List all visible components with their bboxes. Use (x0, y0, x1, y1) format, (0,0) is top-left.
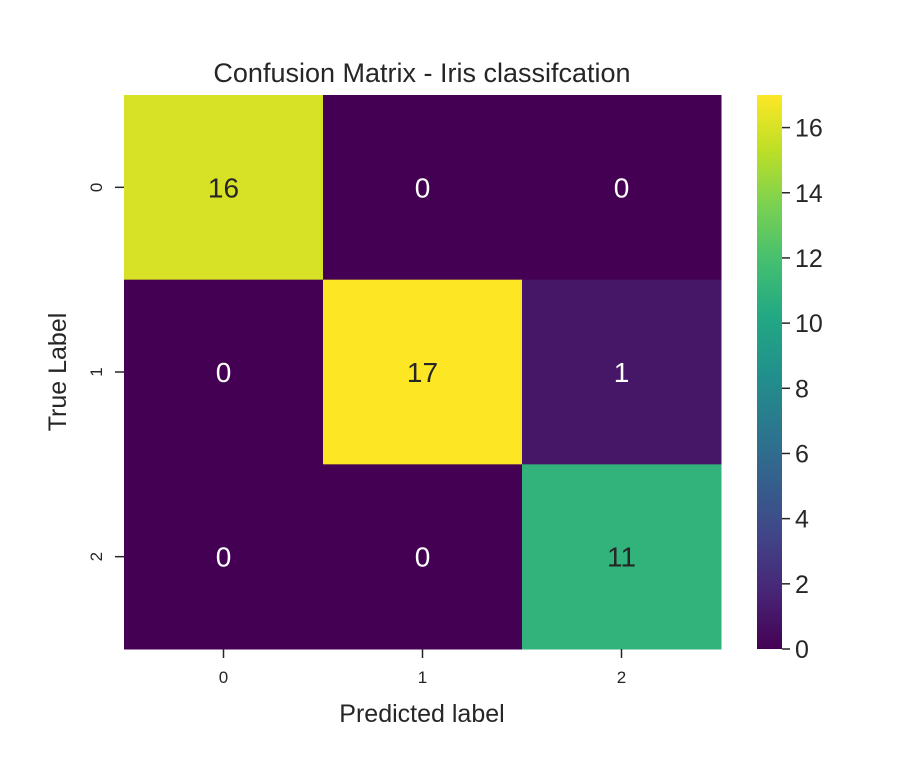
cell-value-label: 17 (407, 357, 438, 388)
heatmap-cell-labels: 16 0 0 0 17 1 0 0 11 (208, 172, 636, 572)
cell-value-label: 16 (208, 172, 239, 203)
colorbar-tick-label: 6 (795, 440, 809, 468)
colorbar-tick-label: 14 (795, 180, 823, 208)
colorbar-tick-label: 4 (795, 506, 809, 534)
colorbar-tick-label: 0 (795, 636, 809, 664)
colorbar-tick-label: 8 (795, 375, 809, 403)
cell-value-label: 0 (614, 172, 630, 203)
x-tick-label: 2 (617, 668, 626, 687)
colorbar-ticks: 0 2 4 6 8 10 12 14 16 (782, 115, 823, 664)
heatmap-cell (124, 279, 324, 465)
heatmap-cell (323, 95, 523, 281)
heatmap-cells (124, 95, 722, 650)
heatmap-cell (522, 279, 722, 465)
heatmap-cell (124, 464, 324, 650)
cell-value-label: 0 (415, 542, 431, 573)
colorbar-tick-label: 10 (795, 310, 823, 338)
heatmap-cell (522, 464, 722, 650)
x-axis-label: Predicted label (339, 700, 504, 728)
colorbar (757, 95, 782, 649)
colorbar-tick-label: 16 (795, 115, 823, 143)
y-axis-ticks: 0 1 2 (87, 183, 124, 561)
cell-value-label: 11 (607, 542, 636, 573)
heatmap-cell (323, 279, 523, 465)
chart-title: Confusion Matrix - Iris classifcation (213, 58, 630, 88)
x-tick-label: 1 (418, 668, 427, 687)
x-axis-ticks: 0 1 2 (219, 649, 626, 687)
cell-value-label: 0 (216, 542, 232, 573)
heatmap-cell (124, 95, 324, 281)
y-tick-label: 0 (87, 183, 106, 192)
heatmap-cell (323, 464, 523, 650)
y-tick-label: 1 (87, 367, 106, 376)
colorbar-tick-label: 12 (795, 245, 823, 273)
cell-value-label: 0 (415, 172, 431, 203)
cell-value-label: 1 (614, 357, 630, 388)
heatmap-cell (522, 95, 722, 281)
y-axis-label: True Label (44, 313, 72, 432)
y-tick-label: 2 (87, 552, 106, 561)
x-tick-label: 0 (219, 668, 228, 687)
cell-value-label: 0 (216, 357, 232, 388)
colorbar-tick-label: 2 (795, 571, 809, 599)
